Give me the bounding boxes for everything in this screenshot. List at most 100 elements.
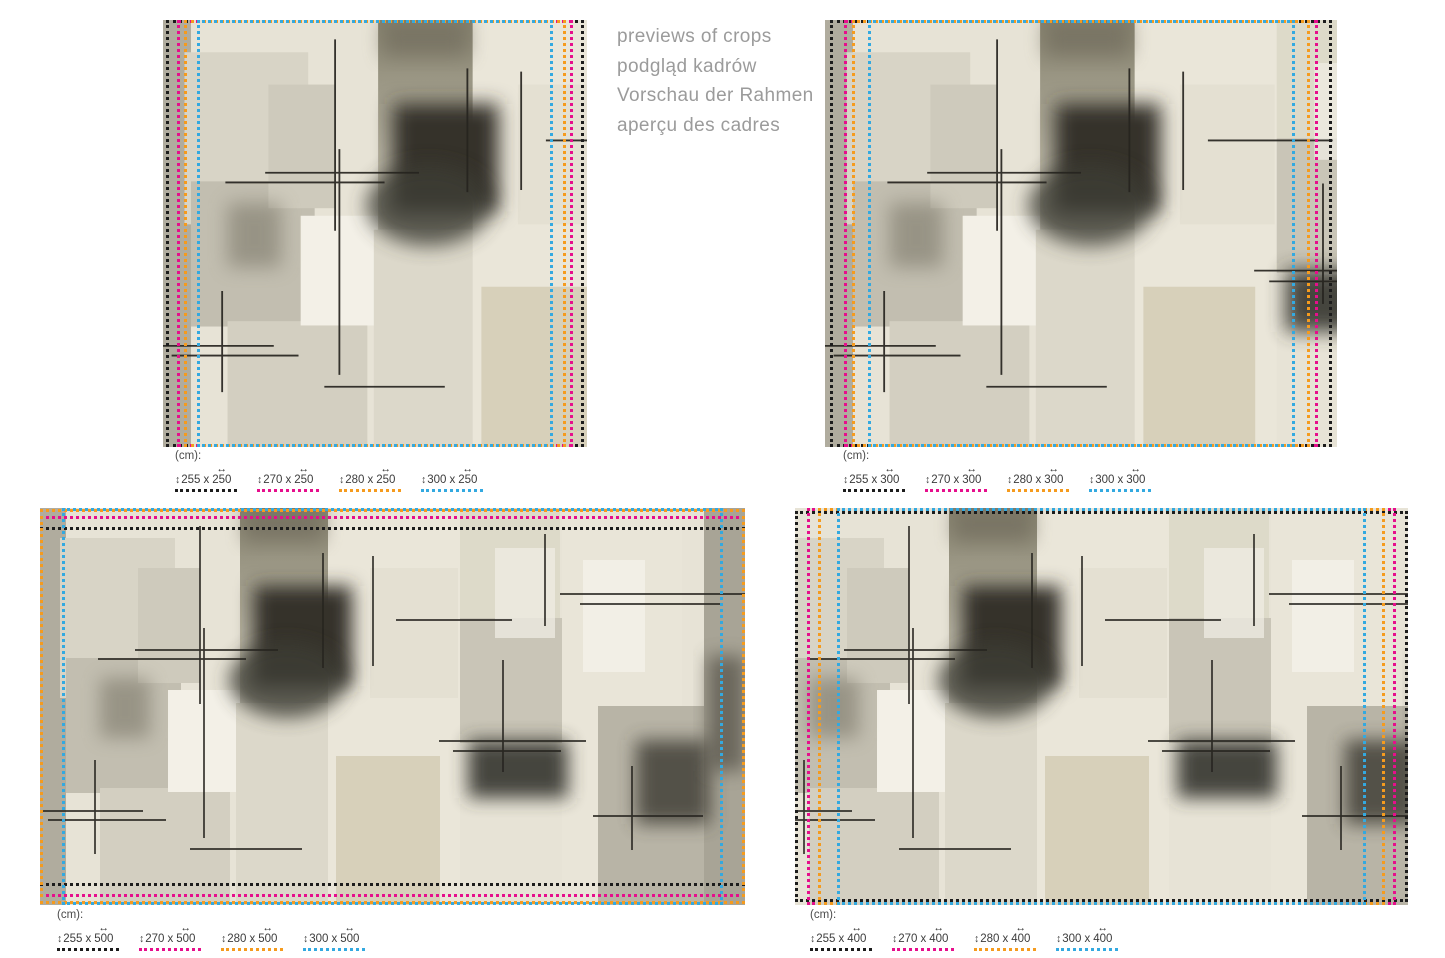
title-line-fr: aperçu des cadres bbox=[617, 114, 781, 136]
size-separator: x bbox=[249, 933, 256, 945]
size-options: ↕ 255 x ↔ 300 ↕ 270 x ↔ 300 ↕ 280 x ↔ 300 ↕ 300 x ↔ 300 bbox=[843, 463, 1153, 492]
size-option-255x400: ↕ 255 x ↔ 400 bbox=[810, 922, 874, 951]
height-value: 255 bbox=[63, 933, 83, 945]
height-arrow-icon: ↕ bbox=[843, 474, 849, 486]
abstract-painting-image bbox=[40, 508, 745, 905]
height-arrow-icon: ↕ bbox=[810, 933, 816, 945]
width-value: ↔ 500 bbox=[176, 922, 196, 945]
width-arrow-icon: ↔ bbox=[933, 922, 945, 934]
height-value: 270 bbox=[263, 474, 283, 486]
size-label: ↕ 255 x ↔ 250 bbox=[175, 463, 239, 486]
size-separator: x bbox=[1035, 474, 1042, 486]
size-option-280x300: ↕ 280 x ↔ 300 bbox=[1007, 463, 1071, 492]
height-value: 270 bbox=[898, 933, 918, 945]
artwork-preview bbox=[795, 508, 1408, 905]
width-value: ↔ 500 bbox=[258, 922, 278, 945]
size-separator: x bbox=[1084, 933, 1091, 945]
size-legend: (cm): ↕ 255 x ↔ 300 ↕ 270 x ↔ 300 ↕ 280 x ↔ 300 ↕ 300 x ↔ 3… bbox=[843, 450, 1153, 492]
crop-color-swatch-black bbox=[810, 948, 872, 951]
height-arrow-icon: ↕ bbox=[1007, 474, 1013, 486]
size-label: ↕ 255 x ↔ 500 bbox=[57, 922, 121, 945]
size-separator: x bbox=[367, 474, 374, 486]
height-value: 255 bbox=[849, 474, 869, 486]
size-label: ↕ 280 x ↔ 400 bbox=[974, 922, 1038, 945]
size-label: ↕ 280 x ↔ 500 bbox=[221, 922, 285, 945]
size-label: ↕ 280 x ↔ 300 bbox=[1007, 463, 1071, 486]
height-arrow-icon: ↕ bbox=[1056, 933, 1062, 945]
size-option-270x400: ↕ 270 x ↔ 400 bbox=[892, 922, 956, 951]
size-label: ↕ 255 x ↔ 300 bbox=[843, 463, 907, 486]
height-value: 300 bbox=[427, 474, 447, 486]
height-arrow-icon: ↕ bbox=[339, 474, 345, 486]
unit-label: (cm): bbox=[57, 909, 84, 921]
width-arrow-icon: ↔ bbox=[1015, 922, 1027, 934]
width-arrow-icon: ↔ bbox=[1048, 463, 1060, 475]
height-value: 280 bbox=[980, 933, 1000, 945]
abstract-painting-image bbox=[163, 20, 587, 447]
size-label: ↕ 255 x ↔ 400 bbox=[810, 922, 874, 945]
width-value: ↔ 500 bbox=[94, 922, 114, 945]
height-arrow-icon: ↕ bbox=[1089, 474, 1095, 486]
size-separator: x bbox=[953, 474, 960, 486]
width-arrow-icon: ↔ bbox=[180, 922, 192, 934]
size-legend: (cm): ↕ 255 x ↔ 500 ↕ 270 x ↔ 500 ↕ 280 x ↔ 500 ↕ 300 x ↔ 5… bbox=[57, 909, 367, 951]
unit-label: (cm): bbox=[175, 450, 202, 462]
size-separator: x bbox=[203, 474, 210, 486]
unit-label: (cm): bbox=[810, 909, 837, 921]
width-value: ↔ 400 bbox=[929, 922, 949, 945]
size-option-300x300: ↕ 300 x ↔ 300 bbox=[1089, 463, 1153, 492]
size-separator: x bbox=[167, 933, 174, 945]
size-legend: (cm): ↕ 255 x ↔ 250 ↕ 270 x ↔ 250 ↕ 280 x ↔ 250 ↕ 300 x ↔ 2… bbox=[175, 450, 485, 492]
width-value: ↔ 400 bbox=[847, 922, 867, 945]
height-arrow-icon: ↕ bbox=[892, 933, 898, 945]
width-arrow-icon: ↔ bbox=[1097, 922, 1109, 934]
width-value: ↔ 500 bbox=[340, 922, 360, 945]
width-arrow-icon: ↔ bbox=[298, 463, 310, 475]
height-value: 300 bbox=[1062, 933, 1082, 945]
size-separator: x bbox=[1117, 474, 1124, 486]
width-value: ↔ 250 bbox=[294, 463, 314, 486]
width-value: ↔ 300 bbox=[1044, 463, 1064, 486]
width-arrow-icon: ↔ bbox=[462, 463, 474, 475]
height-arrow-icon: ↕ bbox=[257, 474, 263, 486]
width-value: ↔ 250 bbox=[376, 463, 396, 486]
title-line-de: Vorschau der Rahmen bbox=[617, 85, 814, 106]
size-option-255x300: ↕ 255 x ↔ 300 bbox=[843, 463, 907, 492]
size-label: ↕ 270 x ↔ 300 bbox=[925, 463, 989, 486]
height-value: 280 bbox=[1013, 474, 1033, 486]
width-value: ↔ 300 bbox=[1126, 463, 1146, 486]
size-separator: x bbox=[1002, 933, 1009, 945]
abstract-painting-image bbox=[825, 20, 1337, 447]
crop-color-swatch-magenta bbox=[139, 948, 201, 951]
size-separator: x bbox=[449, 474, 456, 486]
size-option-280x400: ↕ 280 x ↔ 400 bbox=[974, 922, 1038, 951]
crop-color-swatch-magenta bbox=[925, 489, 987, 492]
width-arrow-icon: ↔ bbox=[1130, 463, 1142, 475]
height-arrow-icon: ↕ bbox=[421, 474, 427, 486]
width-value: ↔ 400 bbox=[1093, 922, 1113, 945]
height-value: 255 bbox=[816, 933, 836, 945]
size-option-270x500: ↕ 270 x ↔ 500 bbox=[139, 922, 203, 951]
artwork-preview bbox=[825, 20, 1337, 447]
height-value: 270 bbox=[145, 933, 165, 945]
size-label: ↕ 270 x ↔ 250 bbox=[257, 463, 321, 486]
size-option-255x500: ↕ 255 x ↔ 500 bbox=[57, 922, 121, 951]
crop-color-swatch-orange bbox=[1007, 489, 1069, 492]
width-value: ↔ 250 bbox=[212, 463, 232, 486]
unit-label: (cm): bbox=[843, 450, 870, 462]
size-separator: x bbox=[838, 933, 845, 945]
size-label: ↕ 300 x ↔ 300 bbox=[1089, 463, 1153, 486]
crop-color-swatch-magenta bbox=[892, 948, 954, 951]
height-arrow-icon: ↕ bbox=[974, 933, 980, 945]
height-arrow-icon: ↕ bbox=[139, 933, 145, 945]
width-value: ↔ 400 bbox=[1011, 922, 1031, 945]
height-value: 280 bbox=[345, 474, 365, 486]
crop-color-swatch-orange bbox=[339, 489, 401, 492]
crop-color-swatch-black bbox=[843, 489, 905, 492]
height-arrow-icon: ↕ bbox=[57, 933, 63, 945]
height-value: 300 bbox=[1095, 474, 1115, 486]
artwork-preview bbox=[40, 508, 745, 905]
width-arrow-icon: ↔ bbox=[884, 463, 896, 475]
crop-color-swatch-black bbox=[175, 489, 237, 492]
title-line-en: previews of crops bbox=[617, 26, 772, 47]
